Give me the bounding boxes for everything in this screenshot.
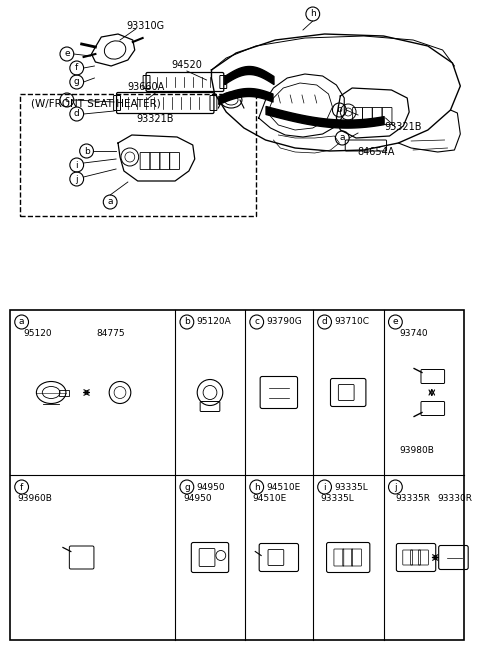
Text: 94950: 94950 [183, 494, 212, 503]
Text: 93710C: 93710C [335, 318, 370, 327]
Text: 93960B: 93960B [18, 494, 53, 503]
Text: f: f [20, 483, 23, 491]
Text: 93335R: 93335R [396, 494, 431, 503]
Text: g: g [74, 78, 80, 86]
Text: 93321B: 93321B [137, 114, 174, 124]
Text: a: a [108, 198, 113, 207]
Text: 84654A: 84654A [357, 147, 395, 157]
Text: 93321B: 93321B [384, 122, 422, 132]
Text: j: j [75, 174, 78, 183]
Text: 94520: 94520 [171, 60, 203, 70]
Text: 93790G: 93790G [266, 318, 302, 327]
Text: 84775: 84775 [96, 329, 125, 338]
Text: 93335L: 93335L [335, 483, 368, 491]
Text: i: i [75, 161, 78, 170]
Text: 93335L: 93335L [321, 494, 354, 503]
Text: h: h [254, 483, 260, 491]
Text: h: h [310, 10, 316, 19]
Text: a: a [19, 318, 24, 327]
Text: 93660A: 93660A [127, 82, 164, 92]
Text: 94950: 94950 [197, 483, 225, 491]
Text: a: a [339, 133, 345, 143]
Text: d: d [74, 110, 80, 119]
Text: e: e [64, 49, 70, 58]
Text: g: g [184, 483, 190, 491]
Text: j: j [394, 483, 396, 491]
Text: (W/FRONT SEAT HEATER): (W/FRONT SEAT HEATER) [32, 99, 161, 109]
Text: 93330R: 93330R [438, 494, 473, 503]
Text: i: i [323, 483, 326, 491]
Text: 93310G: 93310G [127, 21, 165, 31]
Bar [10, 310, 464, 640]
Text: 93740: 93740 [399, 329, 428, 338]
Text: 95120A: 95120A [197, 318, 231, 327]
Text: b: b [184, 318, 190, 327]
Text: f: f [75, 64, 78, 73]
Text: 95120: 95120 [24, 329, 52, 338]
Text: d: d [322, 318, 327, 327]
Text: 94510E: 94510E [266, 483, 301, 491]
Text: c: c [254, 318, 259, 327]
Bar [59, 389, 69, 395]
Text: 93980B: 93980B [399, 446, 434, 455]
Text: b: b [84, 146, 89, 156]
Text: e: e [393, 318, 398, 327]
Text: c: c [64, 95, 70, 104]
Text: 94510E: 94510E [253, 494, 287, 503]
Bar [20, 94, 256, 216]
Text: b: b [336, 106, 342, 115]
